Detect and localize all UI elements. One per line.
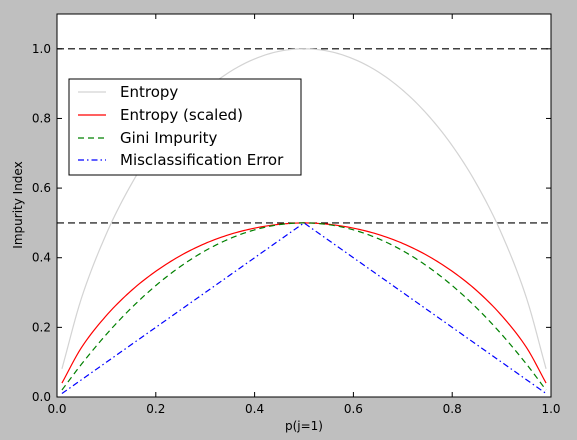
legend-label-gini: Gini Impurity	[120, 129, 218, 147]
x-axis-label: p(j=1)	[285, 419, 323, 433]
plot-area	[57, 14, 551, 397]
series-line-3	[61, 222, 547, 395]
x-tick-label: 1.0	[541, 402, 560, 416]
legend-frame	[68, 78, 302, 176]
y-tick-label: 0.8	[32, 111, 51, 125]
x-tick-label: 0.6	[344, 402, 363, 416]
plot-frame	[56, 13, 552, 398]
legend-label-entropy-scaled: Entropy (scaled)	[120, 106, 243, 124]
y-tick-label: 0.6	[32, 181, 51, 195]
y-tick-label: 0.0	[32, 390, 51, 404]
axis-ticks: 0.0 0.2 0.4 0.6 0.8 1.0 0.0 0.2 0.4 0.6 0.8 1.0	[32, 14, 561, 416]
y-tick-label: 0.2	[32, 320, 51, 334]
x-tick-label: 0.8	[443, 402, 462, 416]
series-line-2	[61, 222, 547, 391]
y-axis-label: Impurity Index	[11, 161, 25, 248]
x-tick-label: 0.2	[146, 402, 165, 416]
legend-label-entropy: Entropy	[120, 83, 178, 101]
y-tick-label: 1.0	[32, 42, 51, 56]
x-tick-label: 0.0	[47, 402, 66, 416]
legend-label-misclassification: Misclassification Error	[120, 151, 284, 169]
legend: Entropy Entropy (scaled) Gini Impurity M…	[68, 78, 302, 176]
y-tick-label: 0.4	[32, 251, 51, 265]
x-tick-label: 0.4	[245, 402, 264, 416]
